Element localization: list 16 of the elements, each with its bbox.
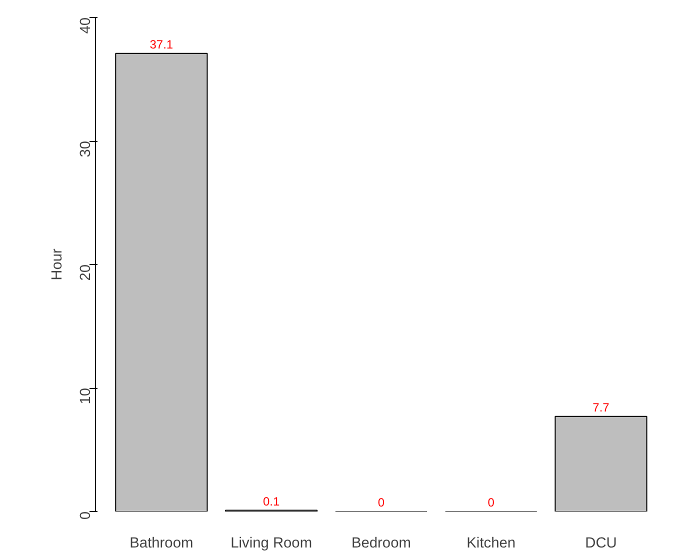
data-label: 7.7 bbox=[592, 400, 610, 414]
y-tick-label: 0 bbox=[78, 511, 94, 520]
y-axis-title: Hour bbox=[50, 248, 66, 280]
x-tick-label: Living Room bbox=[230, 536, 312, 552]
data-label: 0 bbox=[378, 496, 385, 510]
x-tick-label: Kitchen bbox=[466, 536, 516, 552]
x-tick-label: DCU bbox=[585, 536, 617, 552]
data-label: 0.1 bbox=[262, 494, 280, 508]
x-tick-label: Bathroom bbox=[130, 536, 194, 552]
y-tick-label: 10 bbox=[78, 388, 94, 404]
x-tick-label: Bedroom bbox=[351, 536, 411, 552]
y-tick-label: 20 bbox=[78, 264, 94, 281]
y-tick-label: 40 bbox=[78, 17, 94, 34]
data-label: 0 bbox=[488, 496, 495, 510]
data-label: 37.1 bbox=[150, 37, 174, 52]
y-tick-label: 30 bbox=[78, 140, 94, 158]
